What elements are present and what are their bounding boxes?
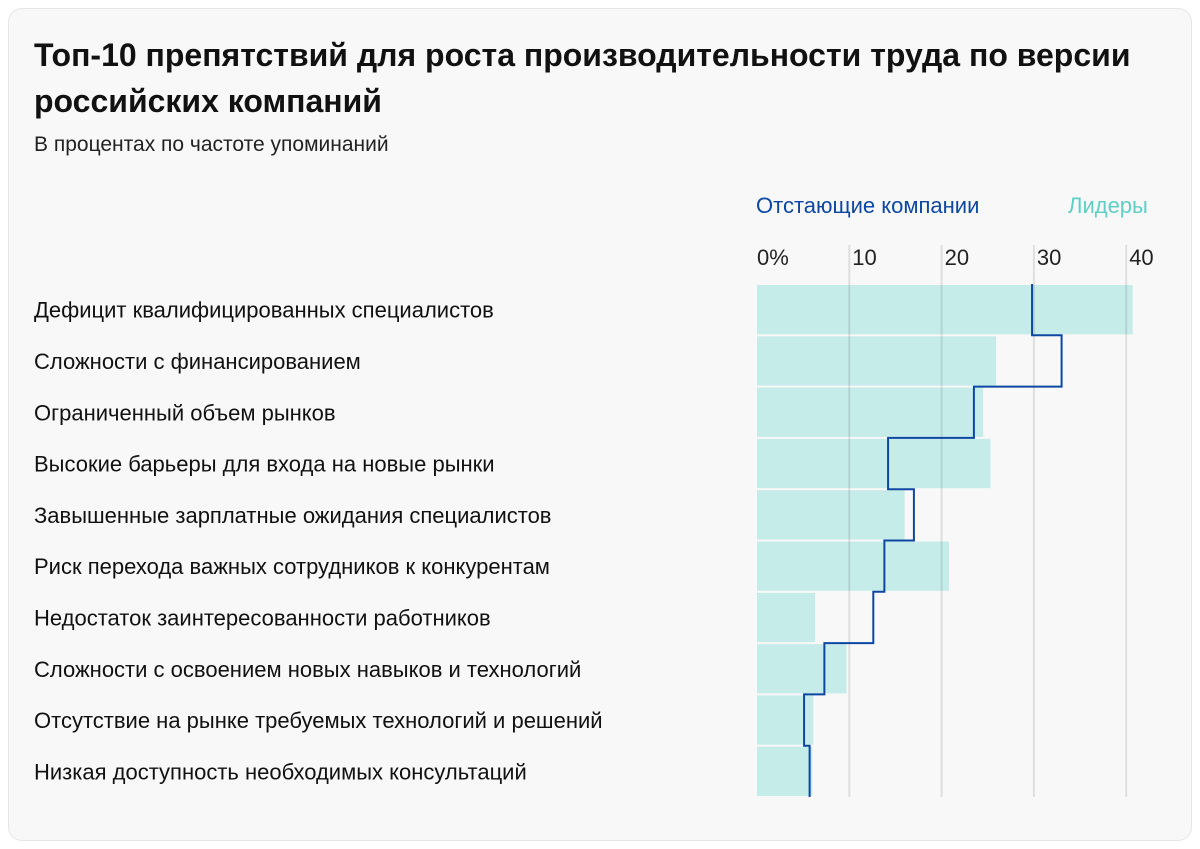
category-label: Дефицит квалифицированных специалистов <box>34 298 494 323</box>
laggards-step-line <box>803 284 1063 797</box>
leaders-bar <box>757 438 991 489</box>
category-label: Риск перехода важных сотрудников к конку… <box>34 554 550 579</box>
category-label: Высокие барьеры для входа на новые рынки <box>34 452 495 477</box>
leaders-bar <box>757 336 997 386</box>
category-label: Сложности с освоением новых навыков и те… <box>34 657 581 682</box>
leaders-bar <box>757 490 905 540</box>
category-label: Низкая доступность необходимых консульта… <box>34 759 527 784</box>
leaders-bar <box>757 644 847 694</box>
legend-leaders: Лидеры <box>1068 193 1148 218</box>
leaders-bar <box>757 285 1133 335</box>
x-tick-label: 40 <box>1129 245 1153 270</box>
leaders-bar <box>757 541 949 591</box>
legend-laggards: Отстающие компании <box>756 193 980 218</box>
chart-card <box>8 8 1192 841</box>
leaders-bar <box>757 592 816 643</box>
chart-title: Топ-10 препятствий для роста производите… <box>34 37 1131 119</box>
chart-subtitle: В процентах по частоте упоминаний <box>34 133 389 156</box>
leaders-bar <box>757 746 813 796</box>
category-label: Отсутствие на рынке требуемых технологий… <box>34 708 603 733</box>
category-label: Сложности с финансированием <box>34 349 361 374</box>
leaders-bar <box>757 387 984 437</box>
category-label: Недостаток заинтересованности работников <box>34 605 491 630</box>
category-label: Ограниченный объем рынков <box>34 400 336 425</box>
x-tick-label: 0% <box>757 245 789 270</box>
x-tick-label: 10 <box>852 245 876 270</box>
category-label: Завышенные зарплатные ожидания специалис… <box>34 503 552 528</box>
x-tick-label: 20 <box>945 245 969 270</box>
x-tick-label: 30 <box>1037 245 1061 270</box>
